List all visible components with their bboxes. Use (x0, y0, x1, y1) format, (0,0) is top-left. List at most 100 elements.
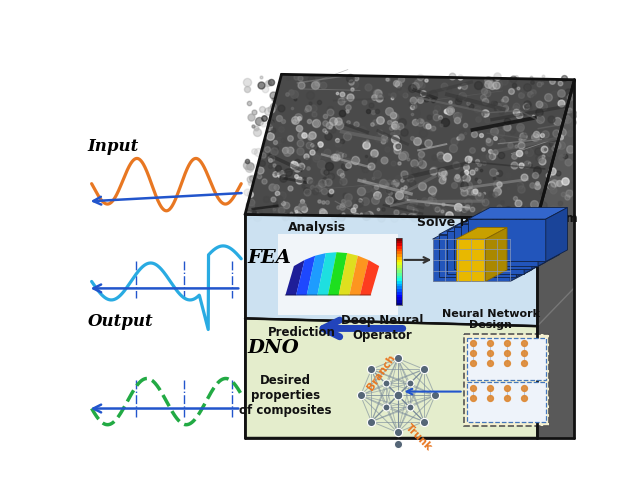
Point (242, 161, 252, 169)
Point (502, 184, 513, 192)
Point (335, 151, 345, 159)
Point (467, 205, 477, 213)
Point (540, 130, 550, 138)
Point (266, 132, 276, 140)
Point (373, 205, 383, 213)
Point (314, 197, 324, 205)
Point (549, 179, 559, 187)
Point (268, 91, 278, 99)
Point (399, 151, 409, 159)
Point (452, 174, 462, 182)
Point (262, 79, 273, 87)
Point (382, 145, 392, 153)
Point (519, 384, 529, 392)
Point (421, 76, 431, 84)
Point (284, 74, 294, 82)
Point (439, 174, 449, 182)
Point (392, 135, 403, 143)
Point (519, 359, 529, 367)
Point (461, 162, 471, 170)
Point (307, 148, 317, 156)
Point (319, 126, 329, 134)
Point (410, 118, 420, 126)
Point (332, 148, 342, 156)
Point (351, 74, 362, 82)
Point (529, 93, 539, 101)
Point (257, 159, 268, 167)
Point (362, 142, 372, 150)
Point (428, 96, 438, 104)
Point (459, 181, 469, 189)
Polygon shape (447, 220, 546, 231)
Point (492, 72, 502, 80)
Point (314, 98, 324, 106)
Point (459, 205, 469, 213)
Point (346, 85, 356, 93)
Point (355, 199, 365, 207)
Point (324, 191, 335, 199)
Point (456, 132, 466, 140)
Point (460, 168, 470, 176)
Point (315, 154, 325, 162)
Point (396, 121, 406, 130)
Point (538, 102, 548, 110)
Point (493, 179, 504, 187)
Point (481, 115, 492, 123)
FancyBboxPatch shape (467, 383, 546, 422)
Polygon shape (447, 231, 524, 274)
Point (468, 188, 479, 196)
Point (254, 171, 264, 179)
Point (290, 116, 300, 124)
Polygon shape (245, 319, 537, 438)
Point (362, 83, 372, 91)
Point (479, 159, 489, 167)
Bar (396, 265, 402, 268)
Point (369, 149, 379, 157)
Point (371, 182, 381, 191)
Point (278, 167, 289, 175)
Point (538, 201, 548, 209)
Point (304, 141, 314, 149)
Point (387, 183, 397, 192)
Point (332, 136, 342, 144)
Point (343, 199, 353, 207)
Point (248, 122, 259, 130)
Point (502, 117, 512, 125)
Point (509, 152, 519, 160)
Point (364, 107, 374, 115)
Point (243, 164, 253, 172)
Point (389, 122, 399, 130)
Point (492, 169, 502, 177)
Point (532, 179, 542, 187)
Point (547, 77, 557, 85)
Point (410, 82, 420, 90)
Point (326, 172, 336, 180)
Text: DNO: DNO (248, 339, 299, 357)
Text: Input: Input (88, 138, 139, 155)
Point (342, 193, 353, 201)
Point (518, 173, 529, 181)
Polygon shape (454, 215, 554, 227)
Point (242, 188, 252, 197)
Point (484, 147, 495, 155)
Point (529, 200, 539, 208)
Point (525, 90, 535, 98)
Point (299, 175, 309, 183)
Point (530, 133, 540, 141)
Point (452, 203, 463, 211)
Point (410, 166, 420, 174)
Point (428, 186, 438, 194)
Point (245, 190, 255, 198)
Point (345, 93, 355, 101)
Point (421, 121, 431, 129)
Point (535, 115, 545, 123)
Point (483, 76, 493, 84)
Point (244, 202, 255, 210)
Point (495, 130, 506, 138)
Point (426, 125, 436, 133)
Point (369, 93, 379, 101)
Polygon shape (296, 256, 316, 295)
Point (365, 161, 376, 169)
Point (297, 197, 307, 205)
Point (321, 168, 331, 176)
